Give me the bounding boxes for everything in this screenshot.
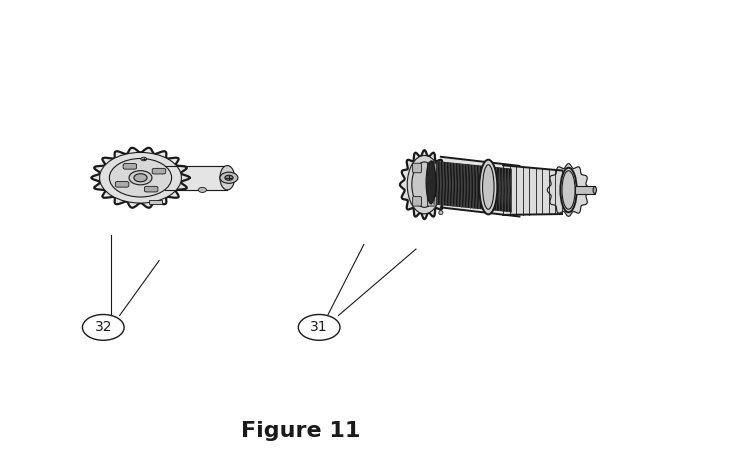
Polygon shape: [503, 165, 562, 215]
Text: Figure 11: Figure 11: [241, 421, 360, 441]
Polygon shape: [92, 148, 190, 208]
Polygon shape: [400, 150, 449, 219]
Ellipse shape: [220, 165, 235, 190]
Circle shape: [298, 315, 340, 340]
Text: 31: 31: [310, 321, 328, 335]
Ellipse shape: [560, 168, 577, 212]
Polygon shape: [441, 157, 520, 217]
Ellipse shape: [479, 160, 497, 214]
Circle shape: [198, 187, 206, 192]
FancyBboxPatch shape: [152, 168, 166, 174]
Ellipse shape: [439, 211, 442, 215]
Circle shape: [141, 157, 147, 161]
Polygon shape: [165, 165, 227, 190]
FancyBboxPatch shape: [123, 164, 136, 169]
Bar: [575, 186, 595, 193]
Circle shape: [225, 175, 233, 180]
FancyBboxPatch shape: [145, 186, 158, 192]
Ellipse shape: [593, 186, 596, 193]
Circle shape: [220, 172, 238, 183]
Polygon shape: [431, 161, 512, 212]
Circle shape: [110, 158, 172, 197]
FancyBboxPatch shape: [413, 197, 422, 206]
Ellipse shape: [407, 156, 442, 214]
Ellipse shape: [412, 162, 437, 207]
Ellipse shape: [562, 171, 575, 209]
FancyBboxPatch shape: [413, 163, 422, 173]
FancyBboxPatch shape: [148, 200, 162, 204]
Ellipse shape: [426, 161, 436, 204]
Polygon shape: [548, 164, 590, 216]
Ellipse shape: [482, 164, 494, 209]
Circle shape: [100, 152, 182, 203]
Text: 32: 32: [94, 321, 112, 335]
Circle shape: [129, 171, 152, 185]
FancyBboxPatch shape: [427, 197, 436, 206]
Circle shape: [134, 174, 147, 182]
Circle shape: [82, 315, 124, 340]
FancyBboxPatch shape: [427, 163, 436, 173]
FancyBboxPatch shape: [116, 182, 129, 187]
